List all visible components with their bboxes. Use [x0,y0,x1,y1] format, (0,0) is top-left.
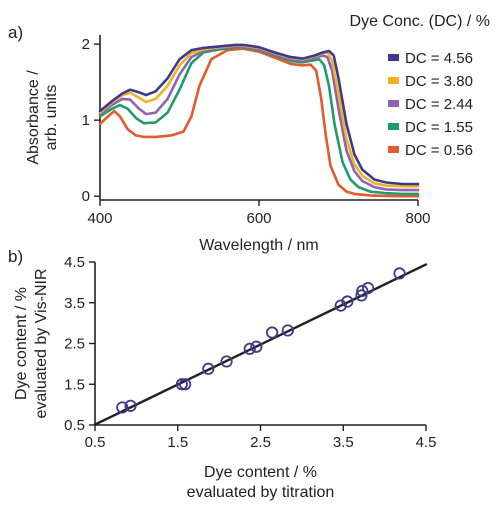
panel-b: b) 0.5 1.5 2.5 3.5 4.5 0.5 1.5 2.5 3.5 4.5 Dye con… [8,247,436,501]
series-line [98,45,420,196]
series-line [98,43,420,186]
spectrum-axes: 400 600 800 0 1 2 Wavelength / nm Absorbance / a… [25,35,431,254]
legend-swatch [388,123,399,130]
correlation-axes: 0.5 1.5 2.5 3.5 4.5 0.5 1.5 2.5 3.5 4.5 Dye conten… [13,254,436,501]
series-line [98,44,420,188]
data-point [281,324,294,337]
data-point [341,295,354,308]
y-tick-label: 2 [82,36,90,53]
y-axis-title: Absorbance / [25,70,42,165]
legend-swatch [388,100,399,107]
panel-b-label: b) [8,247,23,266]
x-tick-label: 0.5 [85,434,106,451]
panel-a-label: a) [8,23,23,42]
x-axis-title: evaluated by titration [187,484,335,501]
data-point [124,399,137,412]
scatter-points [116,267,406,414]
x-tick-label: 4.5 [416,434,437,451]
legend-label: DC = 1.55 [405,119,473,136]
legend-title: Dye Conc. (DC) / % [350,13,490,30]
data-point [220,355,233,368]
legend-swatch [388,54,399,61]
legend-label: DC = 2.44 [405,96,473,113]
y-tick-label: 0 [82,188,90,205]
data-point [356,284,369,298]
legend-label: DC = 4.56 [405,50,473,67]
y-tick-label: 1.5 [64,376,85,393]
data-point [243,342,256,355]
x-tick-label: 2.5 [250,434,271,451]
data-point [393,267,406,280]
data-point [202,362,215,375]
y-tick-label: 4.5 [64,254,85,271]
x-tick-label: 400 [87,210,112,227]
x-tick-label: 1.5 [167,434,188,451]
series-line [98,47,420,198]
y-tick-label: 2.5 [64,336,85,353]
legend-label: DC = 0.56 [405,142,473,159]
panel-a: a) Dye Conc. (DC) / % 400 600 800 0 1 2 Wavele… [8,13,490,254]
y-tick-label: 3.5 [64,295,85,312]
x-axis-title: Wavelength / nm [199,237,318,254]
data-point [175,378,188,391]
data-point [250,340,263,353]
x-tick-label: 3.5 [333,434,354,451]
spectrum-lines [98,43,420,198]
legend-swatch [388,146,399,153]
y-tick-label: 0.5 [64,417,85,434]
legend-label: DC = 3.80 [405,73,473,90]
y-axis-title: evaluated by Vis-NIR [33,269,50,419]
y-axis-title: arb. units [43,85,60,151]
spectrum-legend: DC = 4.56 DC = 3.80 DC = 2.44 DC = 1.55 DC =… [388,50,473,159]
x-tick-label: 800 [405,210,430,227]
legend-swatch [388,77,399,84]
data-point [116,401,129,414]
data-point [361,281,375,295]
series-line [98,45,420,192]
data-point [179,378,192,391]
data-point [265,326,279,339]
x-axis-title: Dye content / % [204,464,317,481]
y-tick-label: 1 [82,112,90,129]
x-tick-label: 600 [246,210,271,227]
y-axis-title: Dye content / % [13,287,30,400]
data-point [355,289,368,302]
